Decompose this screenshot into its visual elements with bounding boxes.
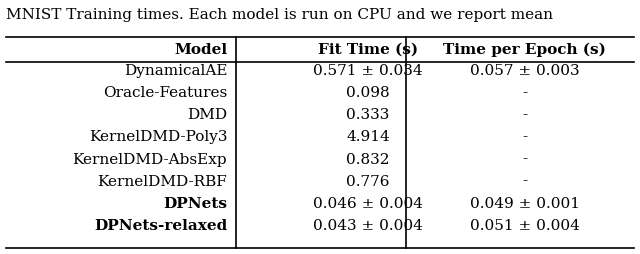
Text: -: - <box>522 86 527 100</box>
Text: 4.914: 4.914 <box>346 130 390 145</box>
Text: -: - <box>522 130 527 145</box>
Text: 0.046 ± 0.004: 0.046 ± 0.004 <box>313 197 423 211</box>
Text: DynamicalAE: DynamicalAE <box>124 64 227 78</box>
Text: -: - <box>522 174 527 189</box>
Text: Time per Epoch (s): Time per Epoch (s) <box>444 42 606 57</box>
Text: KernelDMD-AbsExp: KernelDMD-AbsExp <box>72 152 227 167</box>
Text: DPNets-relaxed: DPNets-relaxed <box>94 219 227 233</box>
Text: KernelDMD-RBF: KernelDMD-RBF <box>97 174 227 189</box>
Text: 0.098: 0.098 <box>346 86 390 100</box>
Text: 0.051 ± 0.004: 0.051 ± 0.004 <box>470 219 580 233</box>
Text: -: - <box>522 152 527 167</box>
Text: Oracle-Features: Oracle-Features <box>103 86 227 100</box>
Text: 0.057 ± 0.003: 0.057 ± 0.003 <box>470 64 580 78</box>
Text: Model: Model <box>174 42 227 57</box>
Text: DMD: DMD <box>187 108 227 122</box>
Text: 0.043 ± 0.004: 0.043 ± 0.004 <box>313 219 423 233</box>
Text: 0.776: 0.776 <box>346 174 390 189</box>
Text: MNIST Training times. Each model is run on CPU and we report mean: MNIST Training times. Each model is run … <box>6 8 554 22</box>
Text: KernelDMD-Poly3: KernelDMD-Poly3 <box>89 130 227 145</box>
Text: DPNets: DPNets <box>163 197 227 211</box>
Text: 0.049 ± 0.001: 0.049 ± 0.001 <box>470 197 580 211</box>
Text: Fit Time (s): Fit Time (s) <box>318 42 418 57</box>
Text: 0.571 ± 0.034: 0.571 ± 0.034 <box>313 64 423 78</box>
Text: 0.832: 0.832 <box>346 152 390 167</box>
Text: -: - <box>522 108 527 122</box>
Text: 0.333: 0.333 <box>346 108 390 122</box>
